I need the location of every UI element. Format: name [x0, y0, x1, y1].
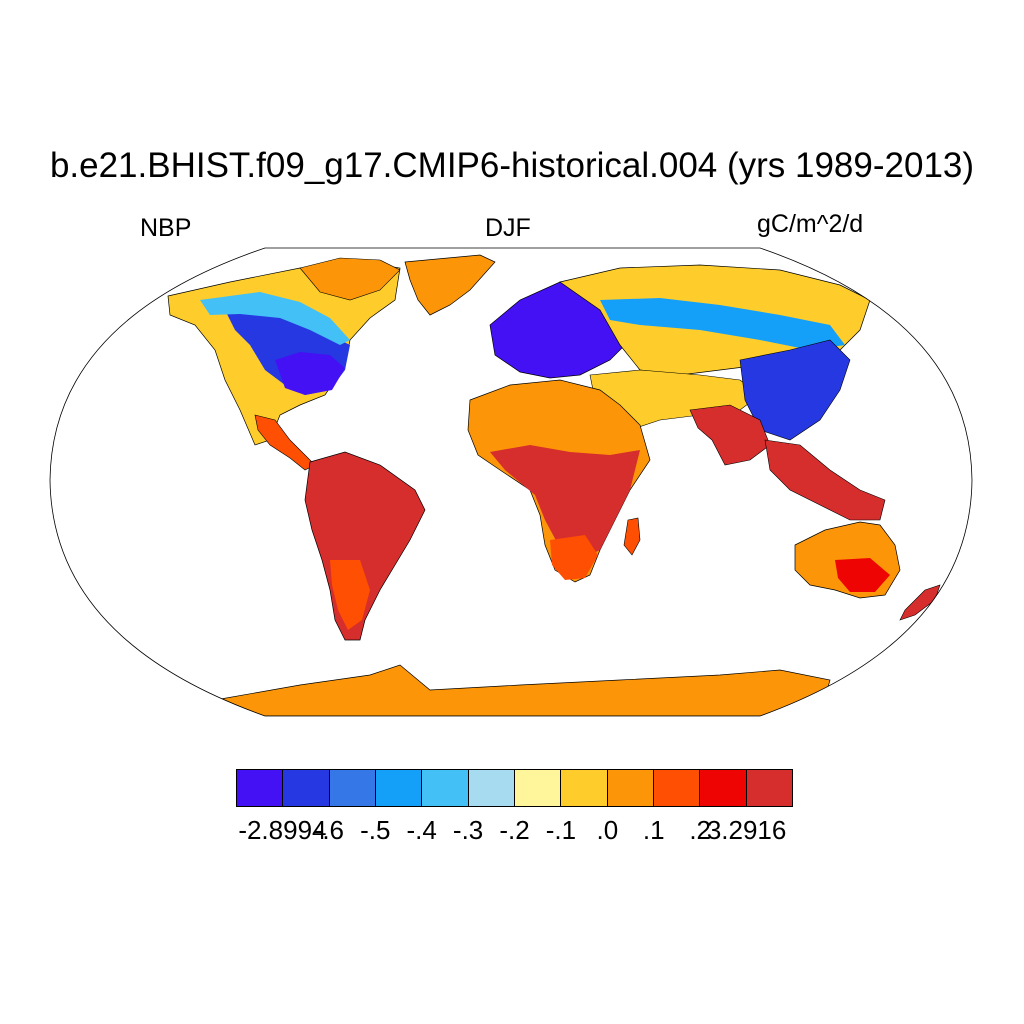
central-america-land — [254, 414, 316, 471]
colorbar-tick-label: -.4 — [406, 815, 437, 845]
land-fields — [167, 254, 941, 716]
colorbar-box-7 — [560, 769, 608, 807]
colorbar-tick-label: -.6 — [313, 815, 344, 845]
north-america-violet — [275, 352, 345, 395]
colorbar-tick-label: -.5 — [360, 815, 391, 845]
units-label: gC/m^2/d — [757, 210, 864, 238]
colorbar-tick-label: .2 — [689, 815, 711, 845]
colorbar-box-2 — [328, 769, 376, 807]
colorbar-box-6 — [513, 769, 562, 807]
colorbar-box-8 — [606, 769, 654, 807]
colorbar-box-0 — [236, 769, 284, 807]
colorbar-box-4 — [421, 769, 469, 807]
colorbar-tick-label: 3.2916 — [706, 815, 787, 845]
colorbar-box-10 — [699, 769, 747, 807]
season-label: DJF — [485, 214, 531, 242]
map-border — [49, 247, 973, 717]
new-zealand-land — [899, 584, 941, 621]
variable-label: NBP — [140, 214, 192, 242]
colorbar-tick-label: -.3 — [452, 815, 484, 845]
southeast-asia-land — [764, 439, 886, 521]
south-america-orange — [330, 560, 370, 630]
colorbar — [236, 769, 793, 807]
east-asia-land — [739, 339, 851, 441]
plot-title: b.e21.BHIST.f09_g17.CMIP6-historical.004… — [49, 146, 975, 185]
antarctica-land — [214, 664, 831, 716]
colorbar-box-9 — [652, 769, 701, 807]
canada-band — [200, 292, 350, 345]
australia-red — [835, 558, 890, 592]
colorbar-tick-label: .1 — [642, 815, 665, 845]
south-asia-land — [689, 404, 771, 466]
siberia-blue-band — [600, 298, 845, 350]
colorbar-box-11 — [745, 769, 793, 807]
colorbar-tick-label: -.1 — [545, 815, 577, 845]
colorbar-box-5 — [467, 769, 515, 807]
madagascar-land — [623, 517, 641, 556]
colorbar-tick-label: -2.8994 — [238, 815, 327, 845]
colorbar-box-3 — [374, 769, 423, 807]
south-america-land — [304, 451, 426, 641]
colorbar-box-1 — [282, 769, 330, 807]
colorbar-tick-label: .0 — [596, 815, 619, 845]
africa-tropics — [490, 445, 640, 560]
greenland-land — [404, 254, 496, 316]
arctic-islands — [299, 257, 401, 301]
colorbar-tick-label: -.2 — [499, 815, 530, 845]
africa-south — [550, 535, 598, 580]
